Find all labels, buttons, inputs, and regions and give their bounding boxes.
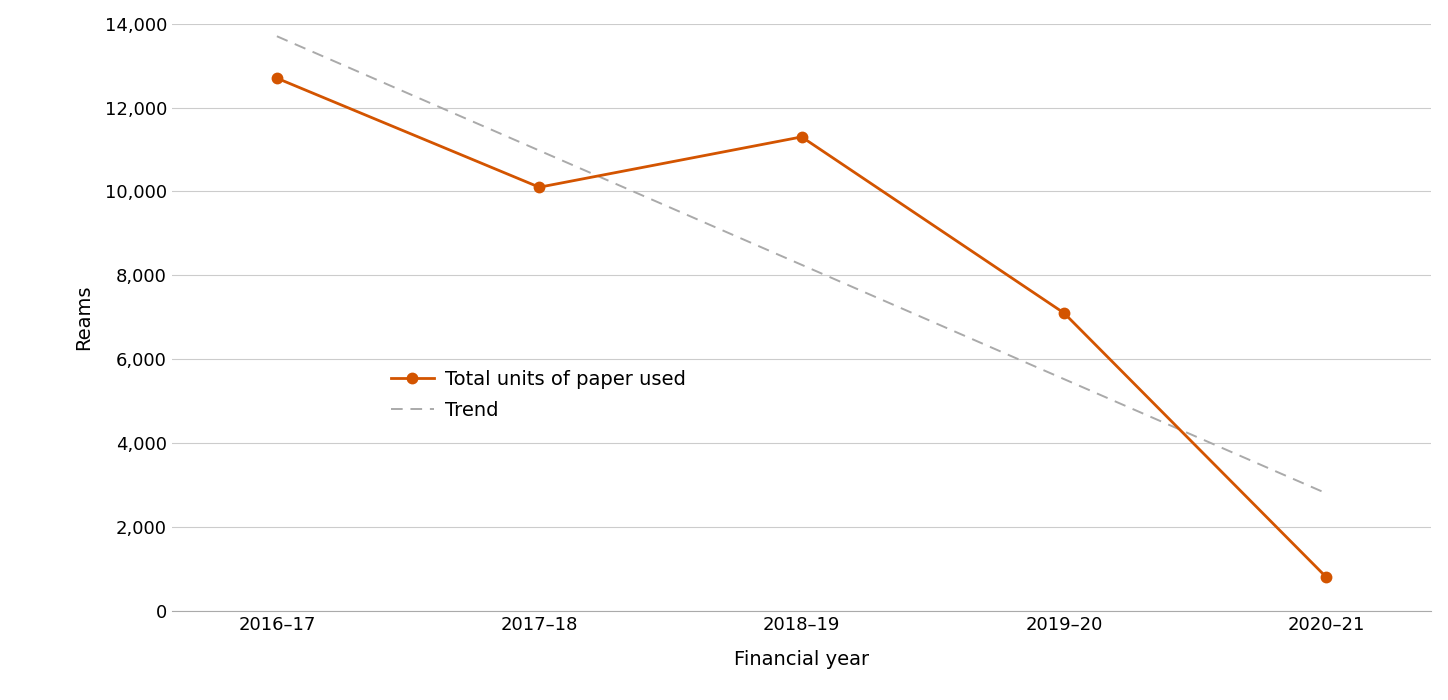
Total units of paper used — [268, 74, 285, 83]
Trend — [268, 32, 285, 41]
Trend — [530, 146, 547, 155]
Line: Total units of paper used: Total units of paper used — [272, 74, 1331, 582]
Total units of paper used — [1056, 309, 1073, 317]
Total units of paper used — [530, 183, 547, 191]
Total units of paper used — [1318, 573, 1335, 582]
Trend — [1056, 375, 1073, 384]
Line: Trend: Trend — [277, 36, 1326, 493]
Legend: Total units of paper used, Trend: Total units of paper used, Trend — [384, 362, 694, 428]
Total units of paper used — [794, 133, 811, 141]
X-axis label: Financial year: Financial year — [734, 650, 869, 669]
Trend — [794, 260, 811, 269]
Y-axis label: Reams: Reams — [75, 284, 94, 350]
Trend — [1318, 489, 1335, 498]
